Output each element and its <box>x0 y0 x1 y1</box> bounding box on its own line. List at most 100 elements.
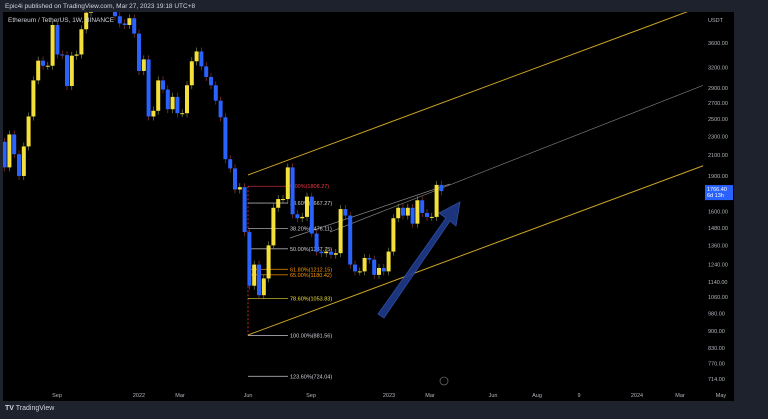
plot: 0.00%(1808.27)23.60%(1667.27)38.20%(1476… <box>0 0 703 380</box>
candle <box>7 134 12 168</box>
candle <box>170 96 175 110</box>
candle <box>137 33 141 71</box>
candle <box>410 207 415 224</box>
tradingview-logo: TV TradingView <box>5 405 54 412</box>
candle <box>156 80 161 111</box>
candle <box>74 54 79 56</box>
tv-logo-icon: TV <box>5 405 14 412</box>
candle <box>391 218 396 252</box>
candle <box>386 251 391 272</box>
candle <box>36 60 41 81</box>
time-axis-tick: May <box>716 393 727 399</box>
time-axis-tick: Mar <box>675 393 685 399</box>
publish-header: Epic4i published on TradingView.com, Mar… <box>5 3 196 10</box>
candle <box>175 96 180 114</box>
channel-mid-line <box>329 85 703 233</box>
time-axis-tick: 2023 <box>383 393 395 399</box>
candle <box>185 85 189 114</box>
candle <box>242 187 247 233</box>
candle <box>353 264 357 272</box>
time-axis-tick: Jun <box>244 393 253 399</box>
candle <box>377 267 381 275</box>
price-axis-tick: 714.00 <box>708 377 725 383</box>
candle <box>420 200 425 213</box>
candle <box>324 251 329 254</box>
channel-lower-line <box>247 165 703 336</box>
candle <box>0 130 2 142</box>
candle <box>218 100 223 118</box>
candle <box>285 167 290 200</box>
candle <box>127 18 132 25</box>
candle <box>362 257 367 272</box>
candle <box>333 253 338 255</box>
candle <box>55 24 60 55</box>
candle <box>199 51 204 67</box>
candle <box>309 196 314 234</box>
time-axis-tick: Mar <box>425 393 435 399</box>
inner-trend-line <box>289 183 451 239</box>
candle <box>252 264 257 286</box>
candle <box>84 12 89 30</box>
candle <box>41 60 45 66</box>
candle <box>94 0 98 7</box>
fib-level-label: 78.60%(1053.83) <box>290 296 332 302</box>
candle <box>381 267 386 272</box>
candle <box>439 184 444 192</box>
candle <box>247 232 252 286</box>
candle <box>343 209 348 216</box>
candle <box>401 207 405 216</box>
time-axis-tick: Jun <box>489 393 498 399</box>
candle <box>209 76 213 86</box>
candle <box>161 80 165 90</box>
candle <box>103 0 107 5</box>
candle <box>189 61 194 86</box>
fib-level-label: 65.00%(1180.42) <box>290 273 332 279</box>
up-arrow-annotation <box>377 201 461 319</box>
price-axis-tick: 770.00 <box>708 362 725 368</box>
candle <box>194 51 199 62</box>
price-axis-tick: 2300.00 <box>708 134 728 140</box>
price-axis-tick: 830.00 <box>708 346 725 352</box>
price-axis-tick: 3200.00 <box>708 66 728 72</box>
price-axis-tick: 900.00 <box>708 329 725 335</box>
time-axis-tick: 9 <box>577 393 580 399</box>
price-axis-tick: 1360.00 <box>708 243 728 249</box>
candle <box>50 24 55 66</box>
last-price-countdown: 6d 13h <box>707 193 724 199</box>
candle <box>180 113 185 115</box>
time-axis-tick: Mar <box>175 393 185 399</box>
symbol-label: Ethereum / TetherUS, 1W, BINANCE <box>8 17 115 24</box>
candle <box>223 117 228 160</box>
candle <box>338 209 343 254</box>
candle <box>372 259 377 275</box>
candle <box>329 251 333 255</box>
brand-text: TradingView <box>15 405 55 412</box>
candle <box>300 216 305 219</box>
candle <box>89 12 93 13</box>
candle <box>348 215 353 265</box>
candle <box>213 85 218 101</box>
candle <box>396 207 401 219</box>
price-axis-tick: 1060.00 <box>708 295 728 301</box>
candle <box>415 200 420 224</box>
candle <box>21 146 26 176</box>
candle <box>151 110 156 117</box>
candle <box>405 207 410 216</box>
price-axis-tick: 2500.00 <box>708 117 728 123</box>
price-axis-tick: 1900.00 <box>708 174 728 180</box>
candle <box>146 59 151 117</box>
candle <box>165 89 170 110</box>
goto-realtime-icon <box>439 376 449 386</box>
candle <box>319 251 324 254</box>
chart-area[interactable] <box>3 12 734 401</box>
candle <box>276 199 281 208</box>
candle <box>257 264 261 296</box>
price-axis-tick: 2100.00 <box>708 153 728 159</box>
candle <box>290 167 295 215</box>
channel-upper-line <box>247 12 688 176</box>
price-axis-tick: 2900.00 <box>708 86 728 92</box>
candle <box>429 216 434 218</box>
candle <box>266 245 271 279</box>
candle <box>65 55 69 86</box>
